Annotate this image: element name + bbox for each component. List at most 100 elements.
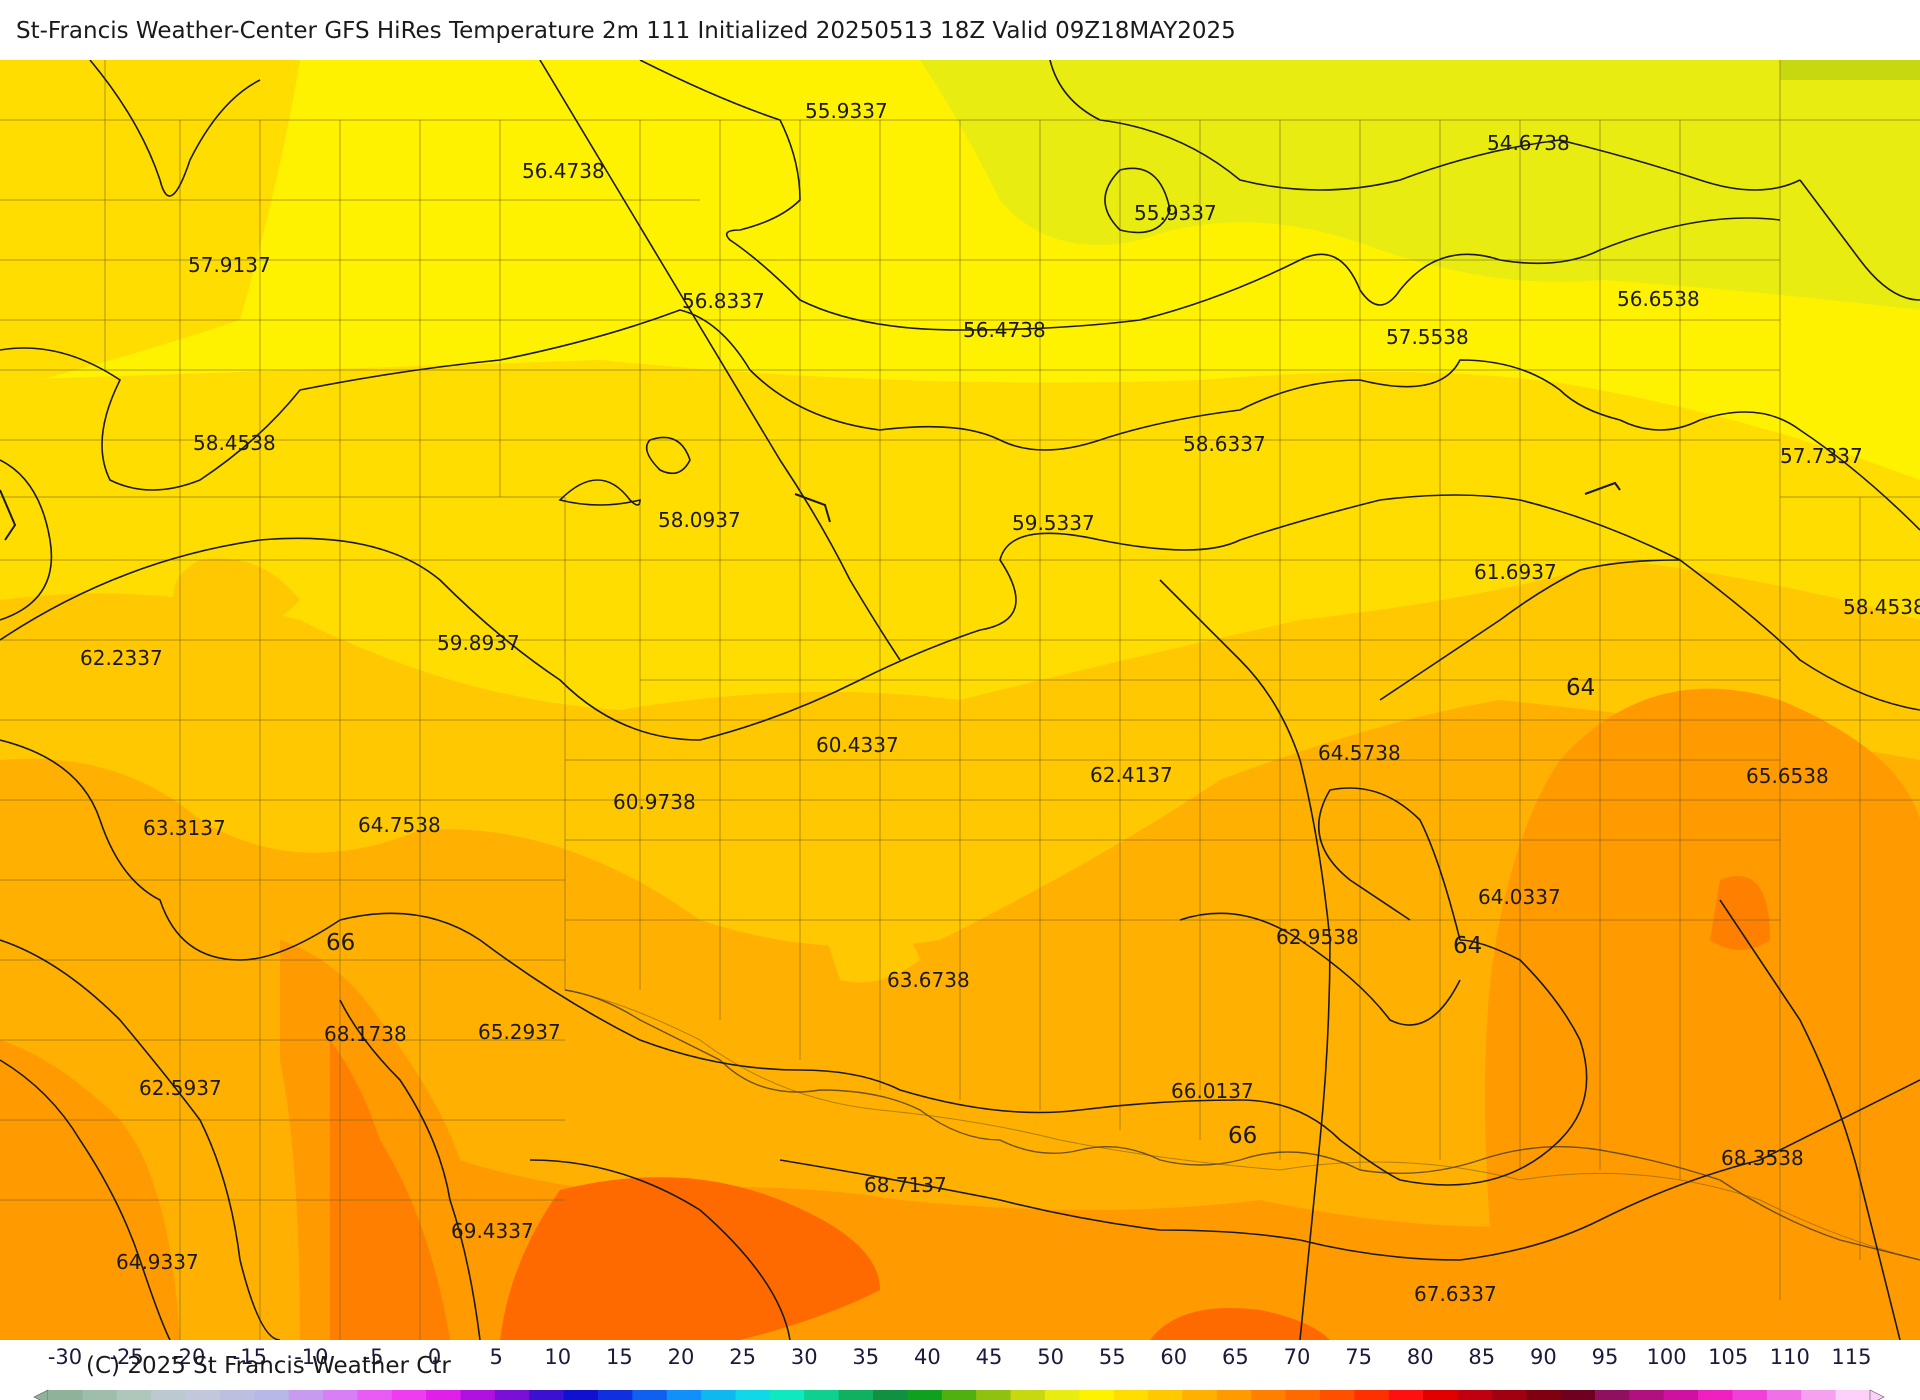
wind-barbs: [0, 481, 1621, 541]
iso-label: 56.4738: [963, 318, 1046, 342]
colorbar-swatch: [1835, 1390, 1871, 1400]
isotherms: [0, 60, 1920, 1340]
title-bar: St-Francis Weather-Center GFS HiRes Temp…: [0, 0, 1920, 60]
iso-label: 63.3137: [143, 816, 226, 840]
colorbar-swatch: [357, 1390, 393, 1400]
colorbar-swatch: [598, 1390, 633, 1400]
colorbar-swatch: [1079, 1390, 1115, 1400]
iso-label: 66: [1228, 1123, 1257, 1149]
colorbar-swatch: [1148, 1390, 1183, 1400]
iso-label: 62.2337: [80, 646, 163, 670]
colorbar-tick-label: 105: [1708, 1345, 1748, 1369]
colorbar-swatch: [1732, 1390, 1768, 1400]
colorbar-swatch: [1354, 1390, 1390, 1400]
colorbar-swatch: [735, 1390, 771, 1400]
isotherm-labels: 55.9337 56.4738 57.9137 54.6738 55.9337 …: [80, 99, 1920, 1306]
colorbar-tick-label: 35: [852, 1345, 879, 1369]
iso-label: 57.7337: [1780, 444, 1863, 468]
iso-label: 57.9137: [188, 253, 271, 277]
colorbar-tick-label: 45: [976, 1345, 1003, 1369]
colorbar-swatch: [873, 1390, 908, 1400]
colorbar-tick-label: -10: [294, 1345, 328, 1369]
colorbar-arrow-left: [33, 1389, 49, 1400]
iso-label: 58.0937: [658, 508, 741, 532]
colorbar-swatch: [1526, 1390, 1562, 1400]
colorbar: -30 -25 -20 -15 -10 -5 0 5 10 15 20 25 30 35 40 45 50 55 6…: [33, 1345, 1885, 1400]
colorbar-ticks: -30 -25 -20 -15 -10 -5 0 5 10 15 20 25 30 35 40 45 50 55 6…: [48, 1345, 1872, 1369]
iso-label: 64: [1453, 933, 1482, 959]
colorbar-swatch: [907, 1390, 943, 1400]
colorbar-tick-label: 0: [428, 1345, 441, 1369]
colorbar-tick-label: 95: [1592, 1345, 1619, 1369]
iso-label: 59.5337: [1012, 511, 1095, 535]
map-title: St-Francis Weather-Center GFS HiRes Temp…: [16, 18, 1236, 44]
colorbar-swatch: [976, 1390, 1011, 1400]
colorbar-swatch: [1216, 1390, 1252, 1400]
colorbar-swatch: [323, 1390, 358, 1400]
colorbar-swatch: [804, 1390, 840, 1400]
colorbar-swatch: [1251, 1390, 1286, 1400]
colorbar-swatches: [33, 1389, 1885, 1400]
colorbar-swatch: [1113, 1390, 1149, 1400]
iso-label: 56.4738: [522, 159, 605, 183]
colorbar-tick-label: 60: [1160, 1345, 1187, 1369]
iso-label: 63.6738: [887, 968, 970, 992]
colorbar-swatch: [254, 1390, 290, 1400]
colorbar-swatch: [1423, 1390, 1458, 1400]
iso-label: 66: [326, 930, 355, 956]
iso-label: 67.6337: [1414, 1282, 1497, 1306]
colorbar-swatch: [82, 1390, 118, 1400]
iso-label: 64.5738: [1318, 741, 1401, 765]
colorbar-tick-label: 40: [914, 1345, 941, 1369]
colorbar-swatch: [494, 1390, 530, 1400]
boundaries: [0, 60, 1920, 1340]
colorbar-swatch: [1388, 1390, 1424, 1400]
iso-label: 68.7137: [864, 1173, 947, 1197]
colorbar-swatch: [1629, 1390, 1665, 1400]
colorbar-swatch: [460, 1390, 496, 1400]
colorbar-swatch: [1319, 1390, 1355, 1400]
colorbar-swatch: [941, 1390, 977, 1400]
iso-label: 60.4337: [816, 733, 899, 757]
colorbar-tick-label: 110: [1770, 1345, 1810, 1369]
colorbar-swatch: [1594, 1390, 1630, 1400]
iso-label: 61.6937: [1474, 560, 1557, 584]
colorbar-tick-label: 20: [668, 1345, 695, 1369]
iso-label: 64.7538: [358, 813, 441, 837]
iso-label: 65.2937: [478, 1020, 561, 1044]
iso-label: 64: [1566, 675, 1595, 701]
iso-label: 62.9538: [1276, 925, 1359, 949]
colorbar-tick-label: 50: [1037, 1345, 1064, 1369]
colorbar-swatch: [185, 1390, 221, 1400]
iso-label: 66.0137: [1171, 1079, 1254, 1103]
iso-label: 56.6538: [1617, 287, 1700, 311]
colorbar-tick-label: 65: [1222, 1345, 1249, 1369]
colorbar-tick-label: 70: [1284, 1345, 1311, 1369]
colorbar-swatch: [288, 1390, 324, 1400]
colorbar-swatch: [391, 1390, 427, 1400]
colorbar-tick-label: 90: [1530, 1345, 1557, 1369]
colorbar-tick-label: -20: [171, 1345, 205, 1369]
iso-label: 68.1738: [324, 1022, 407, 1046]
iso-label: 57.5538: [1386, 325, 1469, 349]
iso-label: 65.6538: [1746, 764, 1829, 788]
colorbar-swatch: [219, 1390, 255, 1400]
iso-label: 56.8337: [682, 289, 765, 313]
colorbar-swatch: [116, 1390, 152, 1400]
iso-label: 69.4337: [451, 1219, 534, 1243]
iso-label: 58.4538: [1843, 595, 1920, 619]
colorbar-swatch: [1560, 1390, 1596, 1400]
colorbar-tick-label: 85: [1468, 1345, 1495, 1369]
iso-label: 68.3538: [1721, 1146, 1804, 1170]
colorbar-swatch: [1766, 1390, 1802, 1400]
colorbar-swatch: [563, 1390, 599, 1400]
colorbar-swatch: [529, 1390, 565, 1400]
iso-label: 55.9337: [1134, 201, 1217, 225]
colorbar-swatch: [769, 1390, 805, 1400]
colorbar-tick-label: -5: [363, 1345, 384, 1369]
colorbar-swatch: [1285, 1390, 1321, 1400]
colorbar-swatch: [1010, 1390, 1046, 1400]
colorbar-tick-label: 55: [1099, 1345, 1126, 1369]
colorbar-swatch: [48, 1390, 83, 1400]
colorbar-swatch: [701, 1390, 736, 1400]
